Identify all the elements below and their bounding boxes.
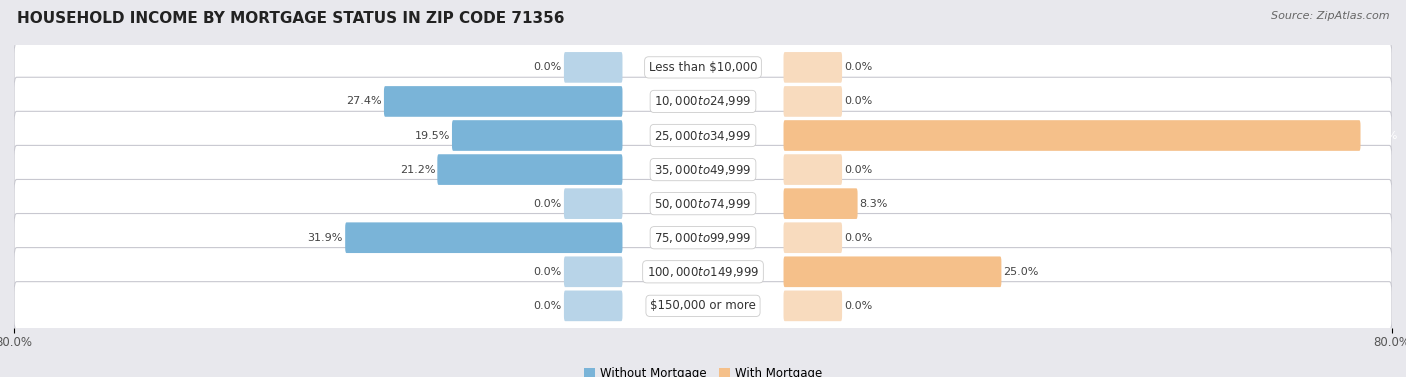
Text: 25.0%: 25.0% [1004,267,1039,277]
Text: $100,000 to $149,999: $100,000 to $149,999 [647,265,759,279]
Text: 31.9%: 31.9% [308,233,343,243]
Text: 0.0%: 0.0% [844,165,873,175]
Text: Less than $10,000: Less than $10,000 [648,61,758,74]
Text: 0.0%: 0.0% [844,62,873,72]
Text: $35,000 to $49,999: $35,000 to $49,999 [654,162,752,176]
FancyBboxPatch shape [783,256,1001,287]
FancyBboxPatch shape [14,111,1392,160]
Text: 0.0%: 0.0% [533,267,562,277]
Text: 19.5%: 19.5% [415,130,450,141]
FancyBboxPatch shape [564,188,623,219]
FancyBboxPatch shape [346,222,623,253]
FancyBboxPatch shape [564,52,623,83]
Text: $50,000 to $74,999: $50,000 to $74,999 [654,197,752,211]
FancyBboxPatch shape [14,179,1392,228]
FancyBboxPatch shape [14,282,1392,330]
Text: 0.0%: 0.0% [533,62,562,72]
FancyBboxPatch shape [783,86,842,117]
FancyBboxPatch shape [451,120,623,151]
Text: $10,000 to $24,999: $10,000 to $24,999 [654,95,752,109]
Text: 0.0%: 0.0% [844,301,873,311]
Text: 8.3%: 8.3% [859,199,889,208]
FancyBboxPatch shape [437,154,623,185]
Text: $75,000 to $99,999: $75,000 to $99,999 [654,231,752,245]
Text: 21.2%: 21.2% [399,165,436,175]
Text: 66.7%: 66.7% [1362,130,1398,141]
Text: 0.0%: 0.0% [844,233,873,243]
FancyBboxPatch shape [783,222,842,253]
FancyBboxPatch shape [564,256,623,287]
Text: 0.0%: 0.0% [533,199,562,208]
FancyBboxPatch shape [783,188,858,219]
Text: $150,000 or more: $150,000 or more [650,299,756,313]
Text: HOUSEHOLD INCOME BY MORTGAGE STATUS IN ZIP CODE 71356: HOUSEHOLD INCOME BY MORTGAGE STATUS IN Z… [17,11,564,26]
Text: 0.0%: 0.0% [533,301,562,311]
FancyBboxPatch shape [384,86,623,117]
Text: 0.0%: 0.0% [844,97,873,106]
FancyBboxPatch shape [783,120,1361,151]
Text: $25,000 to $34,999: $25,000 to $34,999 [654,129,752,143]
Text: Source: ZipAtlas.com: Source: ZipAtlas.com [1271,11,1389,21]
FancyBboxPatch shape [14,77,1392,126]
FancyBboxPatch shape [14,146,1392,194]
Legend: Without Mortgage, With Mortgage: Without Mortgage, With Mortgage [579,362,827,377]
FancyBboxPatch shape [14,213,1392,262]
FancyBboxPatch shape [783,291,842,321]
FancyBboxPatch shape [14,43,1392,92]
Text: 27.4%: 27.4% [346,97,382,106]
FancyBboxPatch shape [783,154,842,185]
FancyBboxPatch shape [783,52,842,83]
FancyBboxPatch shape [14,248,1392,296]
FancyBboxPatch shape [564,291,623,321]
